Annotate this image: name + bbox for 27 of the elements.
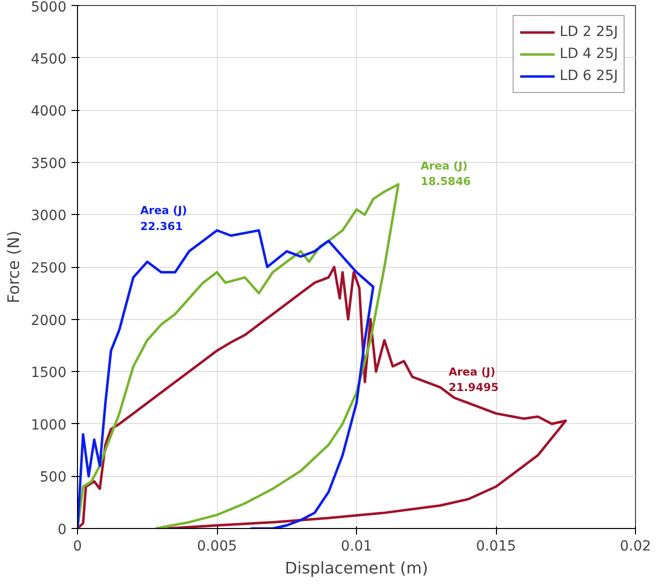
legend-label: LD 4 25J — [560, 46, 618, 62]
y-tick-label: 4000 — [30, 104, 67, 120]
y-tick-label: 2500 — [30, 260, 67, 276]
x-tick-label: 0 — [73, 538, 82, 554]
y-tick-label: 2000 — [30, 312, 67, 329]
y-tick-label: 500 — [40, 470, 67, 486]
x-tick-label: 0.02 — [620, 538, 652, 554]
legend-label: LD 2 25J — [560, 24, 618, 40]
annotation: Area (J) 21.9495 — [448, 365, 499, 394]
y-tick-label: 3000 — [30, 208, 67, 224]
y-tick-label: 3500 — [30, 156, 67, 172]
line-series — [78, 229, 374, 528]
line-series — [78, 183, 400, 528]
x-tick-label: 0.005 — [196, 538, 238, 554]
y-tick-label: 5000 — [30, 0, 67, 16]
x-tick-label: 0.015 — [476, 538, 516, 554]
legend-label: LD 6 25J — [560, 68, 618, 84]
y-tick-label: 4500 — [30, 51, 67, 68]
line-series — [78, 266, 567, 528]
y-tick-label: 0 — [58, 522, 67, 538]
annotation: Area (J) 18.5846 — [420, 159, 472, 188]
y-tick-label: 1000 — [30, 417, 67, 434]
y-tick-label: 1500 — [30, 365, 67, 382]
x-axis-title: Displacement (m) — [284, 558, 428, 578]
y-axis-title: Force (N) — [4, 230, 23, 304]
annotation: Area (J) 22.361 — [140, 204, 188, 233]
x-tick-label: 0.01 — [340, 538, 372, 554]
